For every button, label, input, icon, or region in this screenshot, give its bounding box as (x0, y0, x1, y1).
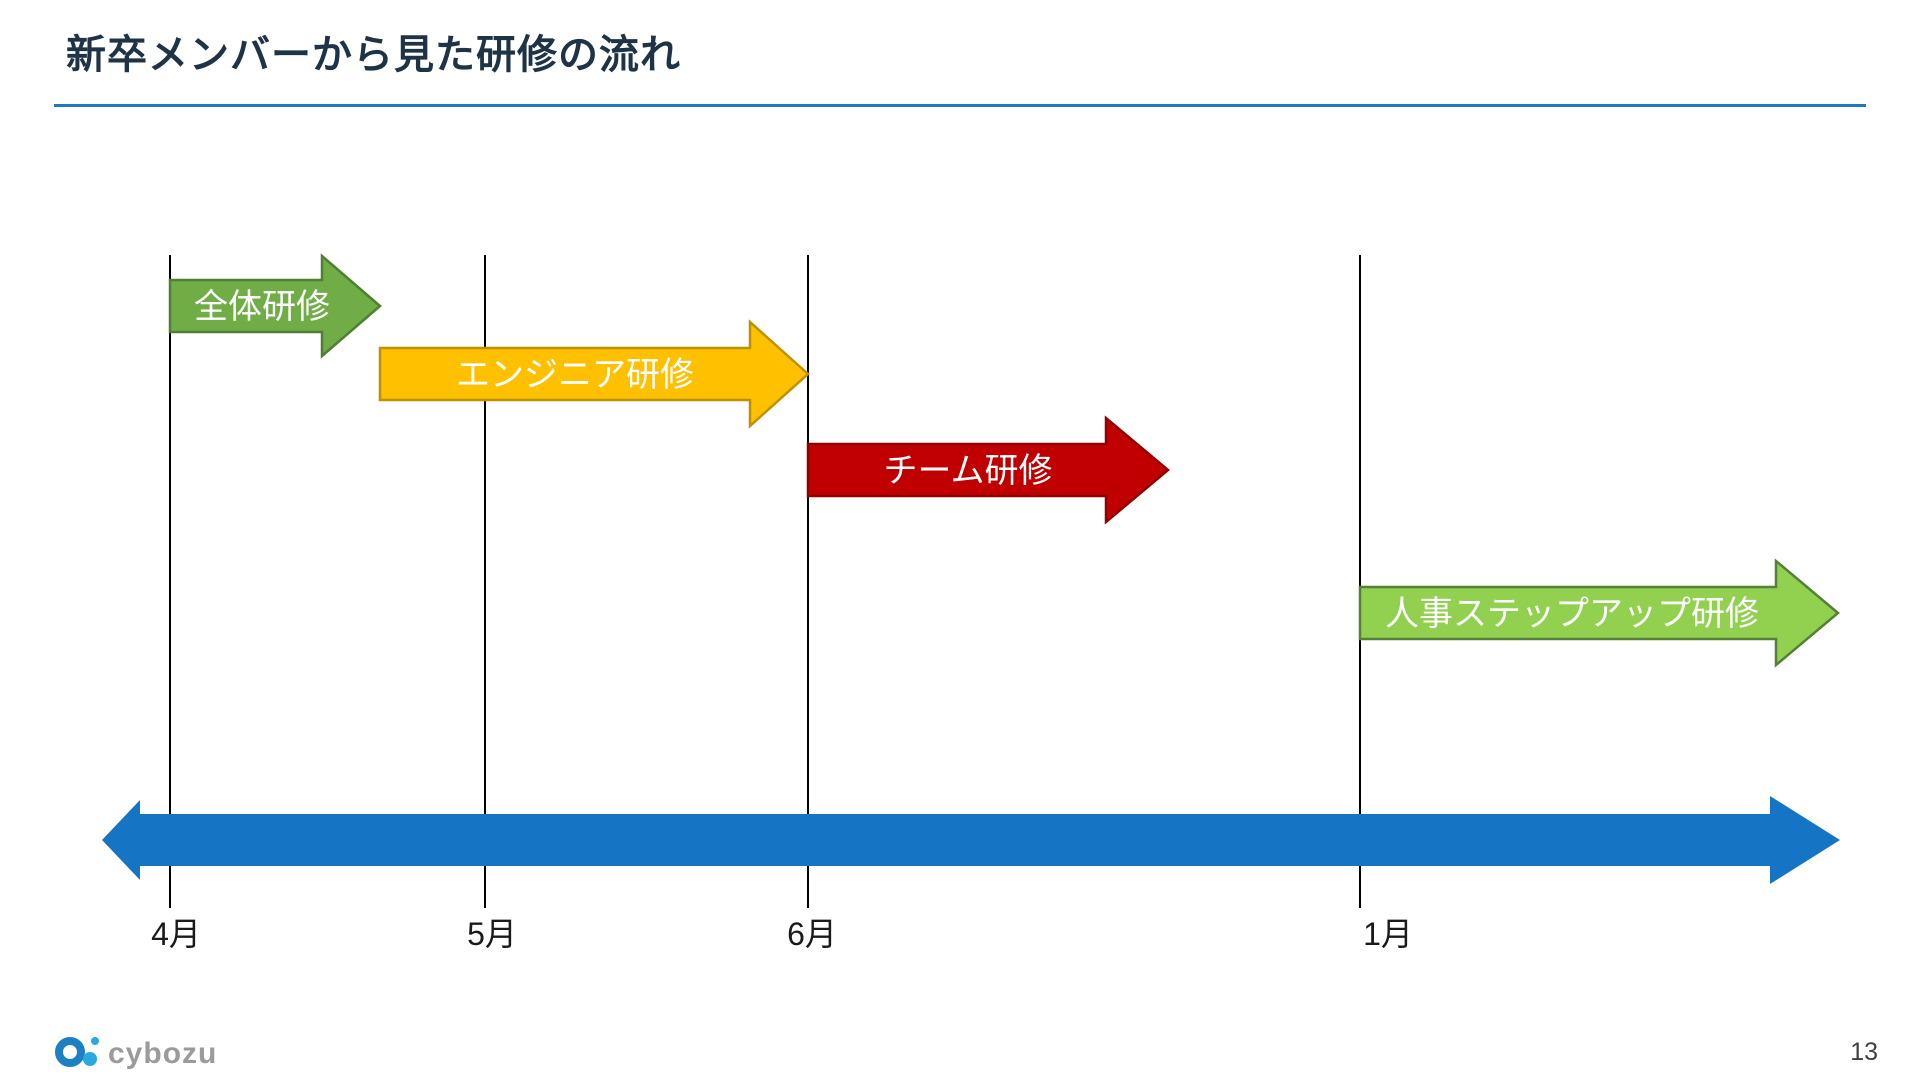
training-arrow-zentai: 全体研修 (168, 253, 382, 359)
month-label-january: 1月 (1363, 916, 1413, 952)
page-title: 新卒メンバーから見た研修の流れ (66, 33, 681, 77)
cybozu-logo-text: cybozu (108, 1037, 217, 1070)
training-arrow-engineer-shape (378, 319, 810, 429)
month-label-april: 4月 (151, 916, 201, 952)
training-arrow-zentai-shape (168, 253, 382, 359)
training-arrow-hr-stepup: 人事ステップアップ研修 (1358, 558, 1840, 668)
training-arrow-team-label: チーム研修 (884, 452, 1053, 490)
month-label-may: 5月 (467, 916, 517, 952)
training-arrow-engineer: エンジニア研修 (378, 319, 810, 429)
training-arrow-hr-stepup-shape (1358, 558, 1840, 668)
month-label-june: 6月 (787, 916, 837, 952)
cybozu-logo-dot-icon (83, 1052, 97, 1066)
page-number: 13 (1850, 1038, 1878, 1066)
cybozu-logo-smalldot-icon (91, 1037, 99, 1045)
cybozu-logo-ring-icon (55, 1037, 85, 1067)
training-arrow-zentai-label: 全体研修 (194, 288, 330, 326)
training-arrow-hr-stepup-label: 人事ステップアップ研修 (1385, 595, 1759, 633)
cybozu-logo: cybozu (55, 1037, 217, 1070)
training-arrow-team: チーム研修 (806, 415, 1170, 525)
timeline-axis-arrow (102, 796, 1840, 884)
training-arrow-engineer-label: エンジニア研修 (456, 356, 694, 394)
training-arrow-team-shape (806, 415, 1170, 525)
title-underline (54, 104, 1866, 107)
